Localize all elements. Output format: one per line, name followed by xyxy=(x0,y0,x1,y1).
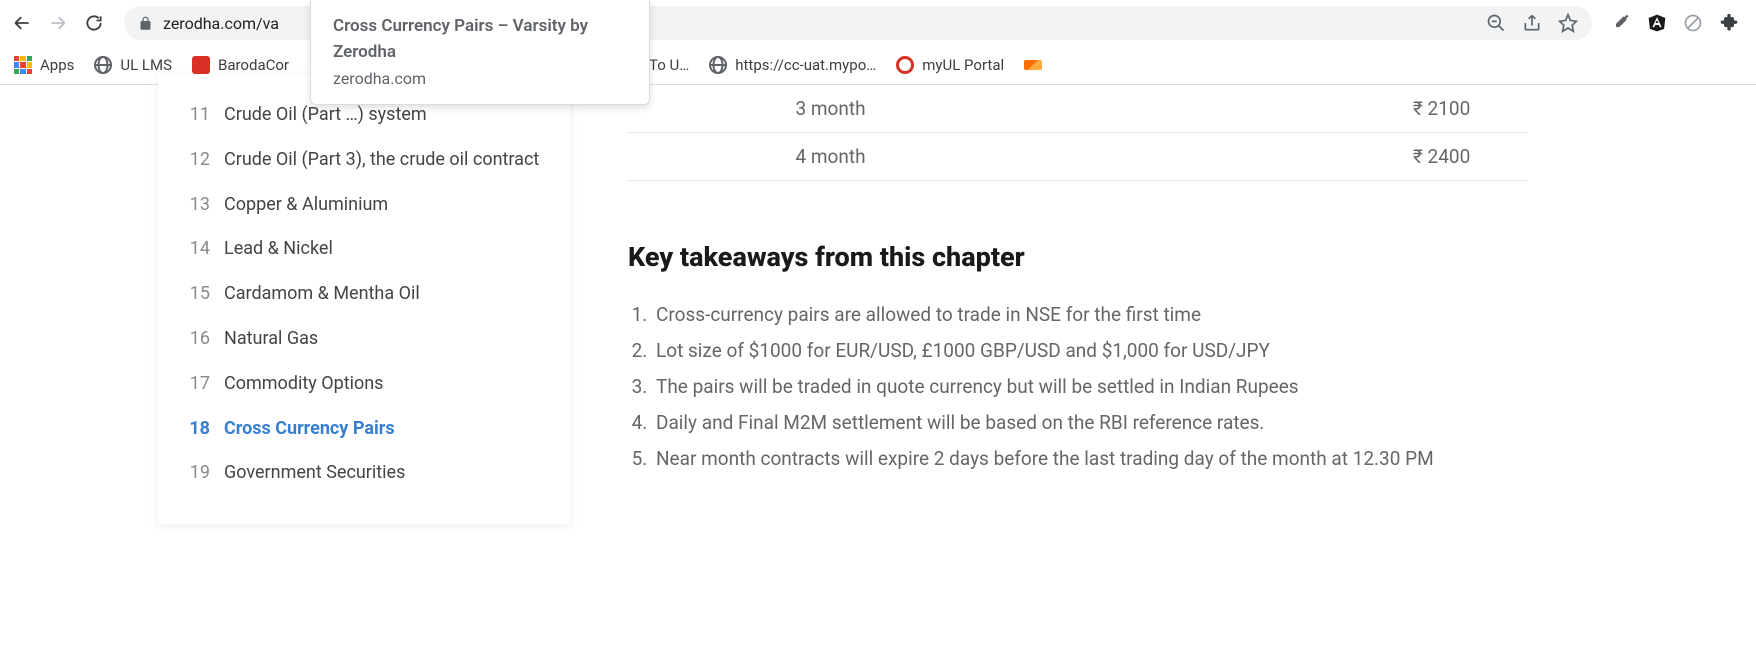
extensions-icon[interactable] xyxy=(1718,12,1740,34)
forward-icon xyxy=(48,13,68,33)
takeaways-heading: Key takeaways from this chapter xyxy=(628,241,1528,273)
tooltip-title: Cross Currency Pairs – Varsity by Zerodh… xyxy=(333,14,627,65)
table-cell-period: 3 month xyxy=(628,85,1033,133)
table-cell-value: ₹ 2100 xyxy=(1033,85,1528,133)
chapter-label: Crude Oil (Part 3), the crude oil contra… xyxy=(224,146,542,175)
bookmark-cc-uat[interactable]: https://cc-uat.mypo… xyxy=(709,56,876,74)
sidebar-item-14[interactable]: 14 Lead & Nickel xyxy=(186,227,542,272)
tooltip-domain: zerodha.com xyxy=(333,69,627,88)
share-icon[interactable] xyxy=(1522,13,1542,33)
takeaways-list: Cross-currency pairs are allowed to trad… xyxy=(628,297,1528,477)
favicon-red-icon xyxy=(192,56,210,74)
chapter-label: Lead & Nickel xyxy=(224,235,542,264)
chapter-number: 11 xyxy=(186,101,210,130)
browser-chrome: zerodha.com/va xyxy=(0,0,1756,85)
takeaway-item: Daily and Final M2M settlement will be b… xyxy=(652,405,1528,441)
sidebar-item-16[interactable]: 16 Natural Gas xyxy=(186,317,542,362)
back-button[interactable] xyxy=(10,11,34,35)
back-icon xyxy=(12,13,32,33)
chapter-label: Cross Currency Pairs xyxy=(224,415,542,444)
eyedropper-icon[interactable] xyxy=(1610,12,1632,34)
sidebar-item-19[interactable]: 19 Government Securities xyxy=(186,451,542,496)
chapter-number: 16 xyxy=(186,325,210,354)
takeaway-item: The pairs will be traded in quote curren… xyxy=(652,369,1528,405)
chapter-number: 18 xyxy=(186,415,210,444)
apps-icon xyxy=(14,56,32,74)
bookmark-label: myUL Portal xyxy=(922,56,1004,74)
favicon-red-circle-icon xyxy=(896,56,914,74)
extension-icons xyxy=(1610,12,1746,34)
chapter-number: 12 xyxy=(186,146,210,175)
url-text: zerodha.com/va xyxy=(163,14,279,33)
zoom-icon[interactable] xyxy=(1486,13,1506,33)
table-row: 4 month ₹ 2400 xyxy=(628,133,1528,181)
main-content: 3 month ₹ 2100 4 month ₹ 2400 Key takeaw… xyxy=(628,85,1528,666)
bookmark-orange[interactable] xyxy=(1024,60,1042,70)
takeaway-item: Lot size of $1000 for EUR/USD, £1000 GBP… xyxy=(652,333,1528,369)
chapter-number: 15 xyxy=(186,280,210,309)
reload-button[interactable] xyxy=(82,11,106,35)
chapter-number: 14 xyxy=(186,235,210,264)
browser-toolbar: zerodha.com/va xyxy=(0,0,1756,46)
globe-icon xyxy=(709,56,727,74)
sidebar-item-13[interactable]: 13 Copper & Aluminium xyxy=(186,183,542,228)
margin-table: 3 month ₹ 2100 4 month ₹ 2400 xyxy=(628,85,1528,181)
sidebar-item-12[interactable]: 12 Crude Oil (Part 3), the crude oil con… xyxy=(186,138,542,183)
star-icon[interactable] xyxy=(1558,13,1578,33)
title-tooltip: Cross Currency Pairs – Varsity by Zerodh… xyxy=(310,0,650,105)
apps-label: Apps xyxy=(40,56,74,74)
forward-button[interactable] xyxy=(46,11,70,35)
chapter-label: Copper & Aluminium xyxy=(224,191,542,220)
table-cell-period: 4 month xyxy=(628,133,1033,181)
chapter-number: 17 xyxy=(186,370,210,399)
bookmark-ul-lms[interactable]: UL LMS xyxy=(94,56,172,74)
favicon-orange-icon xyxy=(1024,60,1042,70)
reload-icon xyxy=(84,13,104,33)
table-cell-value: ₹ 2400 xyxy=(1033,133,1528,181)
bookmark-label: BarodaCor xyxy=(218,56,289,74)
chapter-label: Crude Oil (Part …) system xyxy=(224,101,542,130)
sidebar-item-15[interactable]: 15 Cardamom & Mentha Oil xyxy=(186,272,542,317)
takeaway-item: Cross-currency pairs are allowed to trad… xyxy=(652,297,1528,333)
chapter-number: 19 xyxy=(186,459,210,488)
apps-button[interactable]: Apps xyxy=(14,56,74,74)
globe-icon xyxy=(94,56,112,74)
chapter-number: 13 xyxy=(186,191,210,220)
bookmark-label: To U… xyxy=(649,56,689,74)
no-symbol-icon[interactable] xyxy=(1682,12,1704,34)
chapter-label: Cardamom & Mentha Oil xyxy=(224,280,542,309)
chapter-label: Commodity Options xyxy=(224,370,542,399)
chapter-label: Government Securities xyxy=(224,459,542,488)
sidebar-item-18[interactable]: 18 Cross Currency Pairs xyxy=(186,407,542,452)
bookmark-label: https://cc-uat.mypo… xyxy=(735,56,876,74)
angular-icon[interactable] xyxy=(1646,12,1668,34)
chapter-sidebar: 11 Crude Oil (Part …) system 12 Crude Oi… xyxy=(158,75,570,524)
sidebar-item-17[interactable]: 17 Commodity Options xyxy=(186,362,542,407)
bookmark-baroda[interactable]: BarodaCor xyxy=(192,56,289,74)
bookmark-myul[interactable]: myUL Portal xyxy=(896,56,1004,74)
bookmark-label: UL LMS xyxy=(120,56,172,74)
nav-buttons xyxy=(10,11,106,35)
chapter-label: Natural Gas xyxy=(224,325,542,354)
bookmark-to-u[interactable]: To U… xyxy=(649,56,689,74)
takeaway-item: Near month contracts will expire 2 days … xyxy=(652,441,1528,477)
lock-icon xyxy=(138,16,153,31)
page-content: 11 Crude Oil (Part …) system 12 Crude Oi… xyxy=(0,85,1756,666)
address-actions xyxy=(1486,13,1578,33)
table-row: 3 month ₹ 2100 xyxy=(628,85,1528,133)
